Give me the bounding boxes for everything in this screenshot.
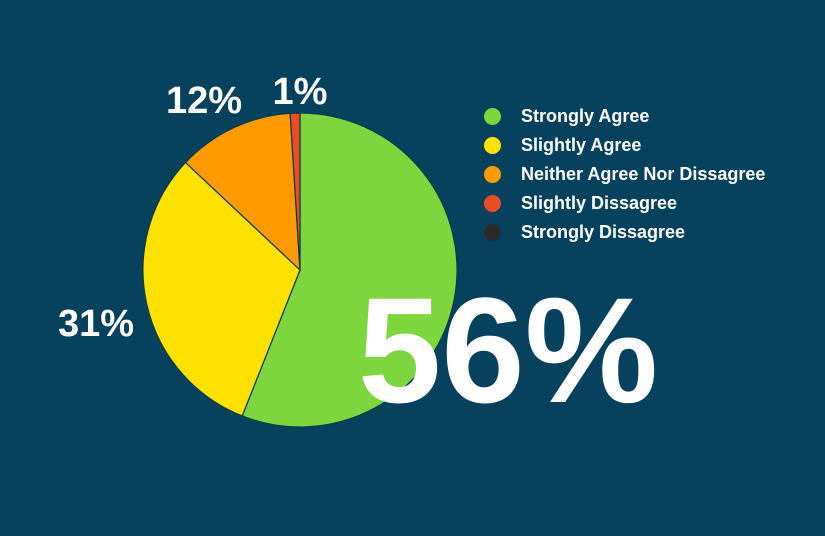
pie-slice-slightly-agree: [142, 161, 301, 417]
legend-item-slightly-agree: Slightly Agree: [484, 131, 765, 160]
pie-slices: [142, 112, 458, 428]
legend: Strongly Agree Slightly Agree Neither Agre…: [484, 102, 765, 247]
slice-labels: 31% 12% 1%: [58, 71, 327, 345]
pie-slice-strongly-agree: [241, 112, 458, 428]
pie-slice-slightly-dissagree: [289, 112, 301, 271]
legend-swatch-icon: [484, 166, 501, 183]
legend-swatch-icon: [484, 195, 501, 212]
legend-item-strongly-dissagree: Strongly Dissagree: [484, 218, 765, 247]
legend-label: Slightly Agree: [521, 135, 642, 155]
legend-swatch-icon: [484, 108, 501, 125]
highlight-percentage: 56%: [358, 266, 658, 434]
slice-label-neither-agree-nor-dissagree: 12%: [166, 80, 242, 122]
legend-item-strongly-agree: Strongly Agree: [484, 102, 765, 131]
legend-label: Strongly Dissagree: [521, 222, 686, 242]
pie-slice-neither-agree-nor-dissagree: [184, 112, 301, 272]
slice-label-slightly-dissagree: 1%: [273, 71, 328, 113]
legend-item-slightly-dissagree: Slightly Dissagree: [484, 189, 765, 218]
legend-label: Strongly Agree: [521, 106, 650, 126]
legend-label: Neither Agree Nor Dissagree: [521, 164, 766, 184]
legend-swatch-icon: [484, 137, 501, 154]
legend-label: Slightly Dissagree: [521, 193, 678, 213]
legend-swatch-icon: [484, 224, 501, 241]
legend-item-neither-agree-nor-dissagree: Neither Agree Nor Dissagree: [484, 160, 765, 189]
slice-label-slightly-agree: 31%: [58, 303, 134, 345]
